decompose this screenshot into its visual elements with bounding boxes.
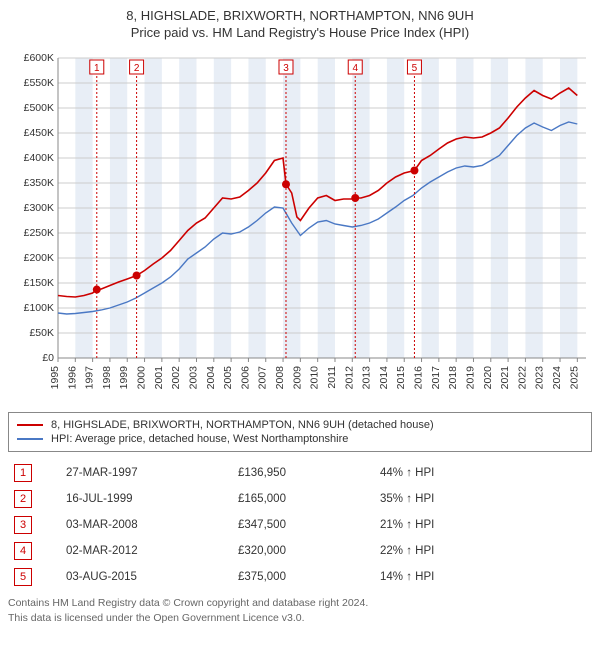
- x-tick-label: 2015: [395, 366, 407, 390]
- x-tick-label: 2022: [516, 366, 528, 390]
- x-tick-label: 1995: [49, 366, 61, 390]
- marker-dot: [410, 167, 418, 175]
- y-tick-label: £50K: [29, 327, 54, 339]
- table-row: 4 02-MAR-2012£320,00022% ↑ HPI: [8, 538, 592, 564]
- x-tick-label: 1998: [101, 366, 113, 390]
- x-tick-label: 2009: [291, 366, 303, 390]
- y-tick-label: £0: [42, 352, 54, 364]
- table-row: 5 03-AUG-2015£375,00014% ↑ HPI: [8, 564, 592, 590]
- legend: 8, HIGHSLADE, BRIXWORTH, NORTHAMPTON, NN…: [8, 412, 592, 452]
- x-tick-label: 2008: [274, 366, 286, 390]
- marker-number: 4: [352, 63, 358, 74]
- transactions-table: 1 27-MAR-1997£136,95044% ↑ HPI 2 16-JUL-199…: [8, 460, 592, 590]
- y-tick-label: £150K: [24, 277, 54, 289]
- y-tick-label: £100K: [24, 302, 54, 314]
- x-tick-label: 2025: [568, 366, 580, 390]
- row-number: 2: [14, 490, 32, 508]
- footer-line-1: Contains HM Land Registry data © Crown c…: [8, 596, 592, 611]
- marker-dot: [351, 194, 359, 202]
- row-pct: 35% ↑ HPI: [374, 486, 592, 512]
- row-number: 1: [14, 464, 32, 482]
- legend-row: HPI: Average price, detached house, West…: [17, 433, 583, 445]
- row-number: 5: [14, 568, 32, 586]
- legend-row: 8, HIGHSLADE, BRIXWORTH, NORTHAMPTON, NN…: [17, 419, 583, 431]
- row-date: 02-MAR-2012: [60, 538, 232, 564]
- x-tick-label: 2005: [222, 366, 234, 390]
- x-tick-label: 2011: [326, 366, 338, 389]
- x-tick-label: 2019: [464, 366, 476, 390]
- x-tick-label: 2024: [551, 366, 563, 390]
- x-tick-label: 2023: [534, 366, 546, 390]
- title-line-1: 8, HIGHSLADE, BRIXWORTH, NORTHAMPTON, NN…: [8, 8, 592, 23]
- row-price: £375,000: [232, 564, 374, 590]
- legend-label: 8, HIGHSLADE, BRIXWORTH, NORTHAMPTON, NN…: [51, 419, 434, 431]
- y-tick-label: £200K: [24, 252, 54, 264]
- row-pct: 44% ↑ HPI: [374, 460, 592, 486]
- row-pct: 14% ↑ HPI: [374, 564, 592, 590]
- x-tick-label: 1997: [84, 366, 96, 390]
- x-tick-label: 2014: [378, 366, 390, 390]
- x-tick-label: 2003: [187, 366, 199, 390]
- row-date: 03-AUG-2015: [60, 564, 232, 590]
- row-price: £165,000: [232, 486, 374, 512]
- x-tick-label: 2013: [361, 366, 373, 390]
- row-pct: 22% ↑ HPI: [374, 538, 592, 564]
- row-price: £347,500: [232, 512, 374, 538]
- legend-swatch: [17, 438, 43, 440]
- marker-dot: [282, 180, 290, 188]
- marker-number: 5: [412, 63, 418, 74]
- x-tick-label: 2007: [257, 366, 269, 390]
- x-tick-label: 2000: [136, 366, 148, 390]
- row-pct: 21% ↑ HPI: [374, 512, 592, 538]
- legend-label: HPI: Average price, detached house, West…: [51, 433, 348, 445]
- y-tick-label: £500K: [24, 102, 54, 114]
- x-tick-label: 2002: [170, 366, 182, 390]
- footer-line-2: This data is licensed under the Open Gov…: [8, 611, 592, 626]
- y-tick-label: £600K: [24, 52, 54, 64]
- x-tick-label: 2020: [482, 366, 494, 390]
- x-tick-label: 2021: [499, 366, 511, 390]
- legend-swatch: [17, 424, 43, 426]
- x-tick-label: 1996: [66, 366, 78, 390]
- row-date: 03-MAR-2008: [60, 512, 232, 538]
- x-tick-label: 2017: [430, 366, 442, 390]
- x-tick-label: 2001: [153, 366, 165, 390]
- x-tick-label: 2016: [413, 366, 425, 390]
- footer: Contains HM Land Registry data © Crown c…: [8, 596, 592, 625]
- y-tick-label: £350K: [24, 177, 54, 189]
- x-tick-label: 2006: [239, 366, 251, 390]
- marker-number: 2: [134, 63, 140, 74]
- x-tick-label: 2010: [309, 366, 321, 390]
- y-tick-label: £450K: [24, 127, 54, 139]
- x-tick-label: 2004: [205, 366, 217, 390]
- chart-title: 8, HIGHSLADE, BRIXWORTH, NORTHAMPTON, NN…: [8, 8, 592, 40]
- marker-dot: [133, 272, 141, 280]
- x-tick-label: 1999: [118, 366, 130, 390]
- table-row: 3 03-MAR-2008£347,50021% ↑ HPI: [8, 512, 592, 538]
- table-row: 2 16-JUL-1999£165,00035% ↑ HPI: [8, 486, 592, 512]
- row-price: £136,950: [232, 460, 374, 486]
- table-row: 1 27-MAR-1997£136,95044% ↑ HPI: [8, 460, 592, 486]
- row-number: 3: [14, 516, 32, 534]
- chart-svg: £0 £50K £100K £150K £200K £250K £300K £350K £400…: [8, 48, 592, 408]
- row-price: £320,000: [232, 538, 374, 564]
- row-date: 27-MAR-1997: [60, 460, 232, 486]
- y-tick-label: £250K: [24, 227, 54, 239]
- row-date: 16-JUL-1999: [60, 486, 232, 512]
- title-line-2: Price paid vs. HM Land Registry's House …: [8, 25, 592, 40]
- x-tick-label: 2018: [447, 366, 459, 390]
- y-tick-label: £300K: [24, 202, 54, 214]
- x-tick-label: 2012: [343, 366, 355, 390]
- y-tick-label: £550K: [24, 77, 54, 89]
- marker-dot: [93, 286, 101, 294]
- chart-area: £0 £50K £100K £150K £200K £250K £300K £350K £400…: [8, 48, 592, 408]
- marker-number: 1: [94, 63, 100, 74]
- row-number: 4: [14, 542, 32, 560]
- y-tick-label: £400K: [24, 152, 54, 164]
- marker-number: 3: [283, 63, 289, 74]
